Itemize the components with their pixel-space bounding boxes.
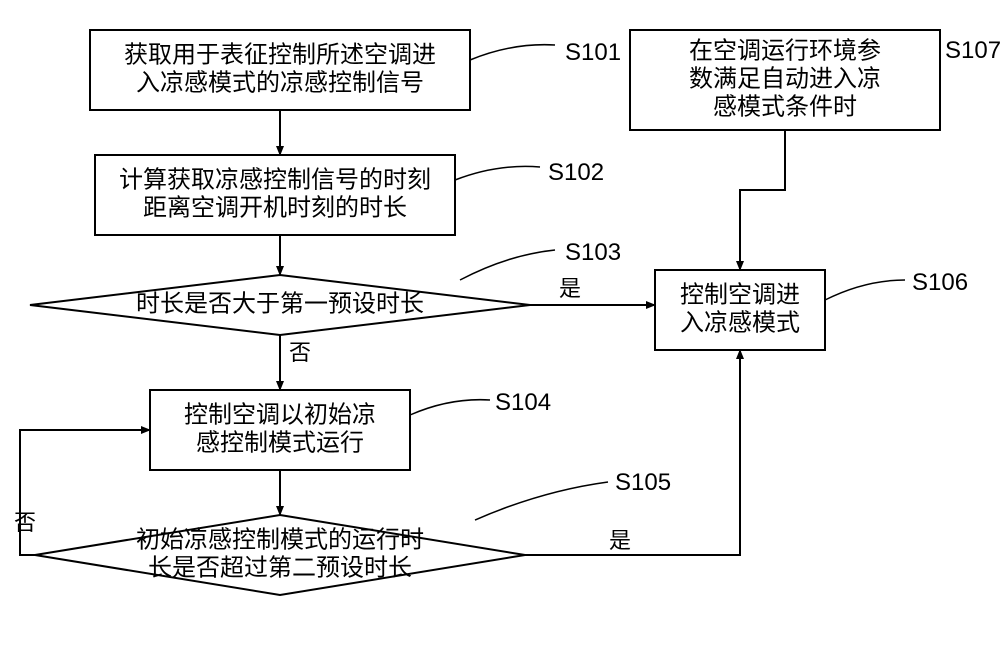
node-text-s105-1: 长是否超过第二预设时长 [148, 554, 412, 581]
edge-label-e6: 否 [14, 510, 36, 535]
step-label-s107: S107 [945, 37, 1000, 64]
leader-s103 [460, 250, 555, 280]
node-s107: 在空调运行环境参数满足自动进入凉感模式条件时 [630, 30, 940, 130]
node-text-s101-0: 获取用于表征控制所述空调进 [124, 41, 436, 68]
edge-label-e7: 是 [609, 528, 631, 553]
node-text-s102-1: 距离空调开机时刻的时长 [143, 194, 407, 221]
leader-s105 [475, 482, 608, 520]
edge-label-e4: 否 [289, 340, 311, 365]
node-text-s107-0: 在空调运行环境参 [689, 37, 881, 64]
node-s103: 时长是否大于第一预设时长 [30, 275, 530, 335]
step-label-s105: S105 [615, 469, 671, 496]
step-label-s101: S101 [565, 39, 621, 66]
node-s105: 初始凉感控制模式的运行时长是否超过第二预设时长 [35, 515, 525, 595]
node-text-s105-0: 初始凉感控制模式的运行时 [136, 526, 424, 553]
leader-s104 [410, 400, 490, 415]
step-label-s102: S102 [548, 159, 604, 186]
node-s104: 控制空调以初始凉感控制模式运行 [150, 390, 410, 470]
step-label-s104: S104 [495, 389, 551, 416]
node-text-s102-0: 计算获取凉感控制信号的时刻 [119, 166, 431, 193]
edge-e6 [20, 430, 150, 555]
edge-e8 [740, 130, 785, 270]
leader-s101 [470, 45, 555, 60]
node-text-s104-1: 感控制模式运行 [196, 429, 364, 456]
node-text-s103-0: 时长是否大于第一预设时长 [136, 290, 424, 317]
edge-e7 [525, 350, 740, 555]
leader-s106 [825, 280, 905, 300]
node-s101: 获取用于表征控制所述空调进入凉感模式的凉感控制信号 [90, 30, 470, 110]
step-label-s106: S106 [912, 269, 968, 296]
edge-label-e3: 是 [559, 276, 581, 301]
node-text-s106-1: 入凉感模式 [680, 309, 800, 336]
leader-s102 [455, 166, 540, 180]
node-text-s107-1: 数满足自动进入凉 [689, 65, 881, 92]
node-text-s104-0: 控制空调以初始凉 [184, 401, 376, 428]
node-text-s106-0: 控制空调进 [680, 281, 800, 308]
node-s106: 控制空调进入凉感模式 [655, 270, 825, 350]
step-label-s103: S103 [565, 239, 621, 266]
node-text-s107-2: 感模式条件时 [713, 93, 857, 120]
node-text-s101-1: 入凉感模式的凉感控制信号 [136, 69, 424, 96]
node-s102: 计算获取凉感控制信号的时刻距离空调开机时刻的时长 [95, 155, 455, 235]
